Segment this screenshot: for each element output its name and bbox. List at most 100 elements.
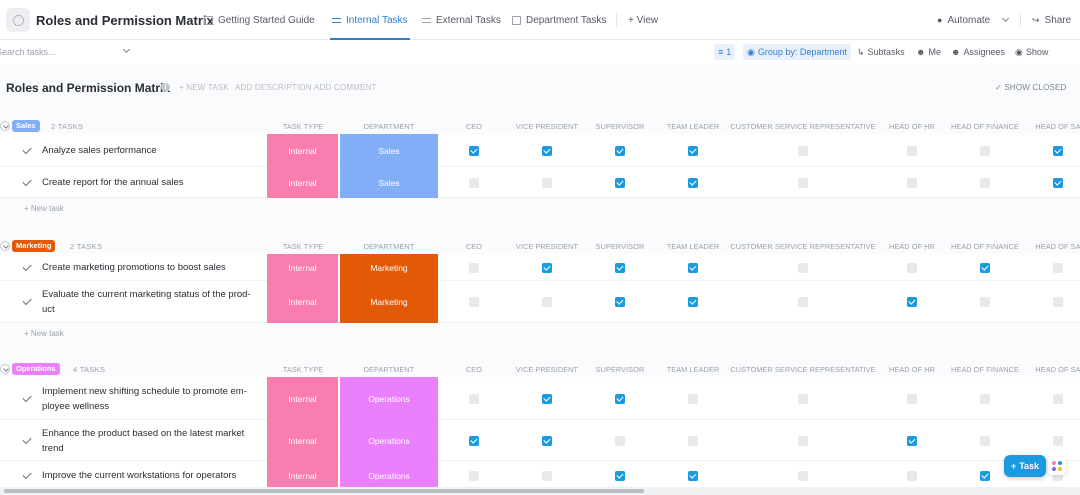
table-row[interactable]: Create report for the annual sales Intern… <box>0 167 1080 198</box>
permission-checkbox[interactable] <box>688 393 698 404</box>
column-header[interactable]: CUSTOMER SERVICE REPRESENTATIVE <box>730 242 876 251</box>
column-header[interactable]: TASK TYPE <box>282 365 324 374</box>
task-type-cell[interactable]: Internal <box>267 254 339 281</box>
permission-checkbox[interactable] <box>615 145 625 156</box>
permission-checkbox[interactable] <box>1053 297 1063 307</box>
permission-checkbox[interactable] <box>980 177 990 188</box>
new-task-link[interactable]: + NEW TASK <box>179 83 229 92</box>
column-header[interactable]: CEO <box>465 242 483 251</box>
permission-checkbox[interactable] <box>1053 145 1063 156</box>
task-name[interactable]: Improve the current workstations for ope… <box>42 470 237 481</box>
permission-checkbox[interactable] <box>542 297 552 307</box>
permission-checkbox[interactable] <box>542 145 552 156</box>
assignees-button[interactable]: ☻ Assignees <box>951 44 1005 60</box>
column-header[interactable]: VICE PRESIDENT <box>515 242 579 251</box>
column-header[interactable]: HEAD OF SA <box>1035 365 1080 374</box>
check-icon[interactable] <box>22 434 32 444</box>
permission-checkbox[interactable] <box>907 393 917 404</box>
add-description-link[interactable]: ADD DESCRIPTION <box>235 83 312 92</box>
permission-checkbox[interactable] <box>798 297 808 307</box>
column-header[interactable]: SUPERVISOR <box>595 242 645 251</box>
permission-checkbox[interactable] <box>688 145 698 156</box>
permission-checkbox[interactable] <box>798 393 808 404</box>
column-header[interactable]: SUPERVISOR <box>595 365 645 374</box>
add-view-button[interactable]: + View <box>628 0 658 40</box>
apps-grid-button[interactable] <box>1048 457 1066 475</box>
permission-checkbox[interactable] <box>1053 393 1063 404</box>
tab-department-tasks[interactable]: Department Tasks <box>512 0 606 40</box>
permission-checkbox[interactable] <box>1053 262 1063 273</box>
horizontal-scrollbar[interactable] <box>0 487 1080 495</box>
permission-checkbox[interactable] <box>688 177 698 188</box>
task-type-cell[interactable]: Internal <box>267 134 339 167</box>
column-header[interactable]: VICE PRESIDENT <box>515 365 579 374</box>
department-cell[interactable]: Sales <box>340 134 438 167</box>
department-cell[interactable]: Marketing <box>340 254 438 281</box>
task-type-cell[interactable]: Internal <box>267 420 339 461</box>
column-header[interactable]: CUSTOMER SERVICE REPRESENTATIVE <box>730 122 876 131</box>
permission-checkbox[interactable] <box>980 470 990 481</box>
column-header[interactable]: DEPARTMENT <box>363 242 415 251</box>
column-header[interactable]: CEO <box>465 365 483 374</box>
permission-checkbox[interactable] <box>907 435 917 446</box>
permission-checkbox[interactable] <box>615 262 625 273</box>
group-badge[interactable]: Marketing <box>12 240 56 252</box>
task-type-cell[interactable]: Internal <box>267 167 339 198</box>
permission-checkbox[interactable] <box>469 470 479 481</box>
permission-checkbox[interactable] <box>615 297 625 307</box>
column-header[interactable]: TEAM LEADER <box>666 242 720 251</box>
show-closed-button[interactable]: ✓ SHOW CLOSED <box>995 83 1067 92</box>
tab-internal-tasks[interactable]: Internal Tasks <box>330 0 410 40</box>
permission-checkbox[interactable] <box>688 435 698 446</box>
check-icon[interactable] <box>22 144 32 154</box>
permission-checkbox[interactable] <box>688 297 698 307</box>
column-header[interactable]: DEPARTMENT <box>363 122 415 131</box>
task-name[interactable]: Create report for the annual sales <box>42 177 184 188</box>
group-collapse-toggle[interactable] <box>0 241 10 251</box>
column-header[interactable]: TEAM LEADER <box>666 122 720 131</box>
permission-checkbox[interactable] <box>469 297 479 307</box>
permission-checkbox[interactable] <box>469 145 479 156</box>
department-cell[interactable]: Marketing <box>340 281 438 323</box>
table-row[interactable]: Enhance the product based on the latest … <box>0 420 1080 461</box>
permission-checkbox[interactable] <box>907 145 917 156</box>
table-row[interactable]: Evaluate the current marketing status of… <box>0 281 1080 323</box>
task-name[interactable]: Create marketing promotions to boost sal… <box>42 262 226 273</box>
permission-checkbox[interactable] <box>469 262 479 273</box>
column-header[interactable]: HEAD OF FINANCE <box>951 365 1019 374</box>
permission-checkbox[interactable] <box>980 393 990 404</box>
column-header[interactable]: HEAD OF HR <box>889 242 935 251</box>
permission-checkbox[interactable] <box>615 393 625 404</box>
check-icon[interactable] <box>22 176 32 186</box>
column-header[interactable]: HEAD OF SA <box>1035 122 1080 131</box>
permission-checkbox[interactable] <box>1053 470 1063 481</box>
task-type-cell[interactable]: Internal <box>267 377 339 420</box>
automate-button[interactable]: ● Automate <box>937 0 990 40</box>
permission-checkbox[interactable] <box>615 177 625 188</box>
permission-checkbox[interactable] <box>542 177 552 188</box>
subtasks-button[interactable]: ↳ Subtasks <box>857 44 905 60</box>
tab-external-tasks[interactable]: External Tasks <box>422 0 501 40</box>
column-header[interactable]: HEAD OF HR <box>889 122 935 131</box>
column-header[interactable]: DEPARTMENT <box>363 365 415 374</box>
permission-checkbox[interactable] <box>798 262 808 273</box>
table-row[interactable]: Create marketing promotions to boost sal… <box>0 254 1080 281</box>
permission-checkbox[interactable] <box>907 262 917 273</box>
permission-checkbox[interactable] <box>615 470 625 481</box>
permission-checkbox[interactable] <box>688 470 698 481</box>
add-task-button[interactable]: + Task <box>1004 455 1046 477</box>
column-header[interactable]: HEAD OF SA <box>1035 242 1080 251</box>
permission-checkbox[interactable] <box>798 145 808 156</box>
permission-checkbox[interactable] <box>980 435 990 446</box>
permission-checkbox[interactable] <box>980 145 990 156</box>
department-cell[interactable]: Operations <box>340 377 438 420</box>
add-comment-link[interactable]: ADD COMMENT <box>314 83 377 92</box>
column-header[interactable]: TASK TYPE <box>282 122 324 131</box>
filter-button[interactable]: ≡ 1 <box>714 44 736 60</box>
group-by-button[interactable]: ◉ Group by: Department <box>743 44 851 60</box>
permission-checkbox[interactable] <box>907 470 917 481</box>
permission-checkbox[interactable] <box>980 262 990 273</box>
permission-checkbox[interactable] <box>469 393 479 404</box>
check-icon[interactable] <box>22 469 32 479</box>
info-icon[interactable]: i <box>161 83 170 92</box>
